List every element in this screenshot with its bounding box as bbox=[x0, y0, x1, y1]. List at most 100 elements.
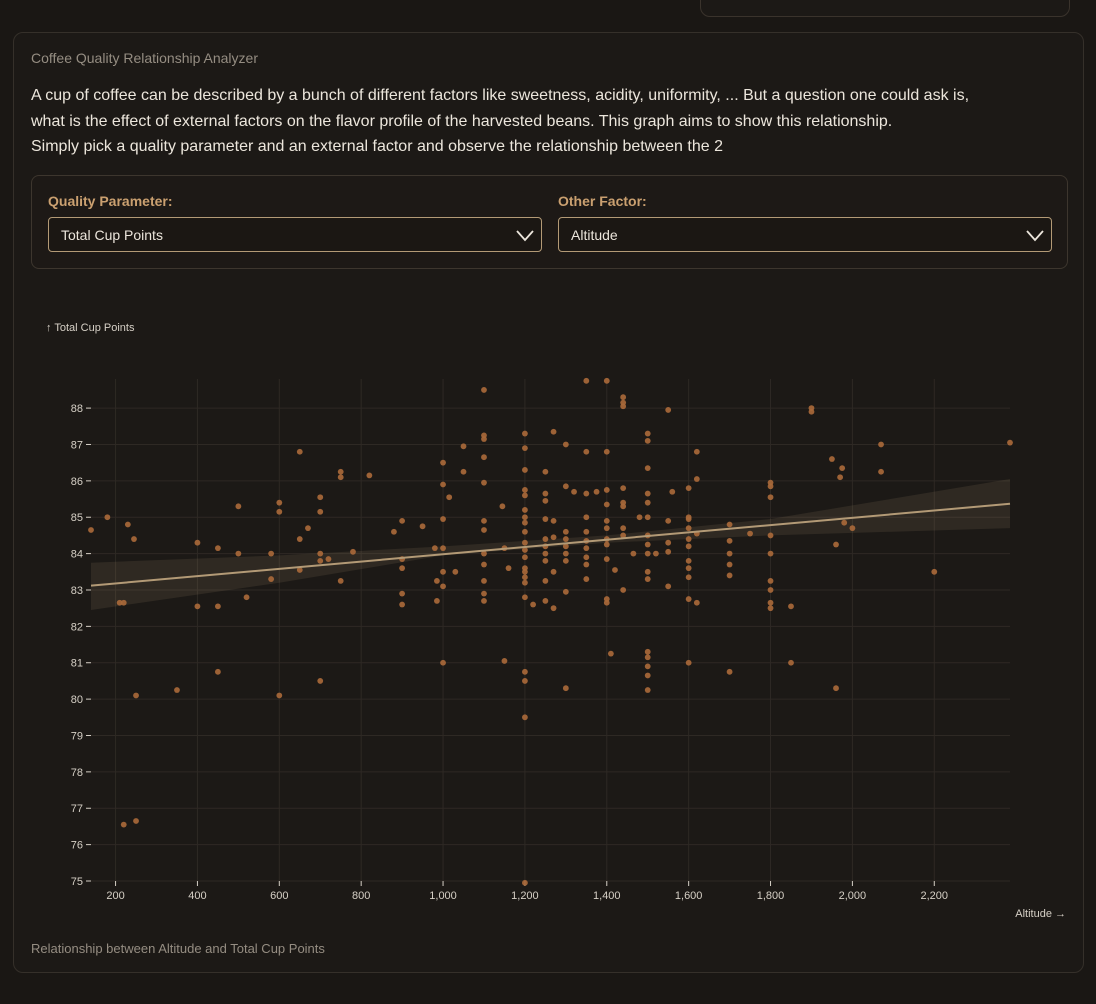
data-point bbox=[235, 550, 242, 557]
data-point bbox=[276, 692, 283, 699]
controls-panel: Quality Parameter: Total Cup Points Othe… bbox=[31, 175, 1068, 269]
data-point bbox=[644, 541, 651, 548]
data-point bbox=[878, 441, 884, 448]
data-point bbox=[767, 532, 774, 539]
data-point bbox=[522, 678, 528, 684]
data-point bbox=[550, 568, 557, 575]
data-point bbox=[522, 547, 528, 553]
data-point bbox=[268, 576, 275, 582]
data-point bbox=[583, 377, 590, 384]
data-point bbox=[337, 468, 344, 475]
quality-parameter-select[interactable]: Total Cup Points bbox=[48, 217, 542, 252]
y-tick-label: 82 bbox=[71, 621, 83, 633]
data-point bbox=[562, 557, 569, 564]
data-point bbox=[644, 430, 651, 437]
data-point bbox=[530, 601, 537, 608]
data-point bbox=[693, 476, 700, 482]
data-point bbox=[542, 497, 549, 504]
data-point bbox=[522, 467, 528, 473]
data-point bbox=[593, 488, 600, 495]
data-point bbox=[522, 879, 528, 886]
data-point bbox=[620, 525, 627, 532]
scatter-chart: 75 76 77 78 79 80 81 82 83 84 85 86 87 88 200 400 600 800… bbox=[46, 322, 1066, 920]
data-point bbox=[788, 659, 794, 666]
data-point bbox=[583, 514, 590, 521]
data-point bbox=[550, 534, 557, 541]
data-point bbox=[440, 659, 446, 666]
data-point bbox=[133, 818, 139, 824]
analyzer-card: Coffee Quality Relationship Analyzer A c… bbox=[13, 32, 1084, 973]
data-point bbox=[644, 663, 651, 670]
data-point bbox=[630, 550, 637, 557]
data-point bbox=[542, 550, 549, 557]
data-point bbox=[669, 488, 676, 495]
data-point bbox=[440, 568, 446, 575]
data-point bbox=[583, 561, 590, 568]
quality-parameter-label: Quality Parameter: bbox=[48, 193, 173, 209]
data-point bbox=[612, 567, 618, 573]
data-point bbox=[399, 590, 406, 597]
y-tick-label: 75 bbox=[71, 876, 83, 888]
data-point bbox=[522, 668, 528, 675]
data-point bbox=[644, 672, 651, 679]
other-factor-select[interactable]: Altitude bbox=[558, 217, 1052, 252]
data-point bbox=[317, 678, 324, 684]
description-line: A cup of coffee can be described by a bu… bbox=[31, 87, 970, 104]
data-point bbox=[522, 507, 528, 513]
data-point bbox=[440, 516, 446, 522]
y-tick-label: 85 bbox=[71, 512, 83, 524]
data-point bbox=[685, 536, 692, 542]
data-point bbox=[583, 448, 590, 455]
data-point bbox=[317, 550, 324, 557]
data-point bbox=[726, 521, 733, 528]
chevron-down-icon bbox=[1026, 230, 1044, 242]
x-tick-label: 2,200 bbox=[921, 890, 949, 902]
data-point bbox=[841, 519, 848, 526]
data-point bbox=[583, 576, 590, 582]
data-point bbox=[481, 577, 487, 584]
data-point bbox=[829, 456, 835, 462]
y-tick-label: 80 bbox=[71, 694, 83, 706]
data-point bbox=[603, 448, 610, 455]
data-point bbox=[644, 687, 651, 693]
data-point bbox=[296, 536, 303, 542]
data-point bbox=[685, 557, 692, 564]
data-point bbox=[542, 468, 549, 475]
data-point bbox=[296, 448, 303, 455]
data-point bbox=[644, 568, 651, 575]
data-point bbox=[644, 490, 651, 497]
data-point bbox=[522, 579, 528, 586]
data-point bbox=[235, 503, 242, 510]
data-point bbox=[399, 601, 406, 608]
data-point bbox=[325, 556, 332, 562]
data-point bbox=[685, 543, 692, 550]
x-tick-label: 600 bbox=[270, 890, 288, 902]
data-point bbox=[767, 599, 774, 606]
other-factor-label: Other Factor: bbox=[558, 193, 647, 209]
data-point bbox=[431, 545, 438, 552]
data-point bbox=[767, 587, 774, 593]
data-point bbox=[685, 516, 692, 522]
data-point bbox=[607, 650, 614, 657]
y-tick-label: 83 bbox=[71, 585, 83, 597]
data-point bbox=[685, 574, 692, 581]
data-point bbox=[522, 554, 528, 561]
card-title: Coffee Quality Relationship Analyzer bbox=[31, 50, 258, 66]
data-point bbox=[481, 387, 487, 393]
data-point bbox=[88, 527, 94, 533]
data-point bbox=[644, 550, 651, 557]
data-point bbox=[481, 517, 487, 524]
data-point bbox=[571, 488, 577, 495]
data-point bbox=[337, 577, 344, 584]
data-point bbox=[665, 548, 672, 555]
data-point bbox=[104, 514, 111, 521]
data-point bbox=[542, 597, 549, 604]
data-point bbox=[399, 565, 406, 572]
y-axis-label: ↑ Total Cup Points bbox=[46, 322, 135, 334]
data-point bbox=[562, 685, 569, 692]
x-axis-label: Altitude → bbox=[1015, 908, 1066, 920]
data-point bbox=[350, 548, 356, 555]
data-point bbox=[620, 403, 627, 410]
data-point bbox=[644, 437, 651, 444]
data-point bbox=[481, 527, 487, 533]
